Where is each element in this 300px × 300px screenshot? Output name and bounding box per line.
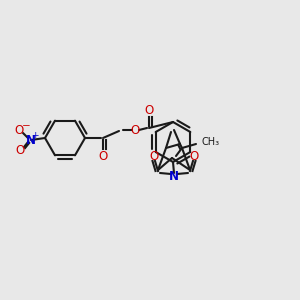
Text: $\mathregular{N}$: $\mathregular{N}$ <box>25 134 35 146</box>
Text: CH₃: CH₃ <box>202 137 220 147</box>
Text: N: N <box>169 169 179 182</box>
Text: O: O <box>130 124 140 136</box>
Text: O: O <box>15 145 25 158</box>
Text: O: O <box>149 149 159 163</box>
Text: −: − <box>22 121 30 131</box>
Text: O: O <box>14 124 24 136</box>
Text: +: + <box>31 130 39 140</box>
Text: O: O <box>98 149 108 163</box>
Text: O: O <box>144 103 154 116</box>
Text: O: O <box>189 149 199 163</box>
